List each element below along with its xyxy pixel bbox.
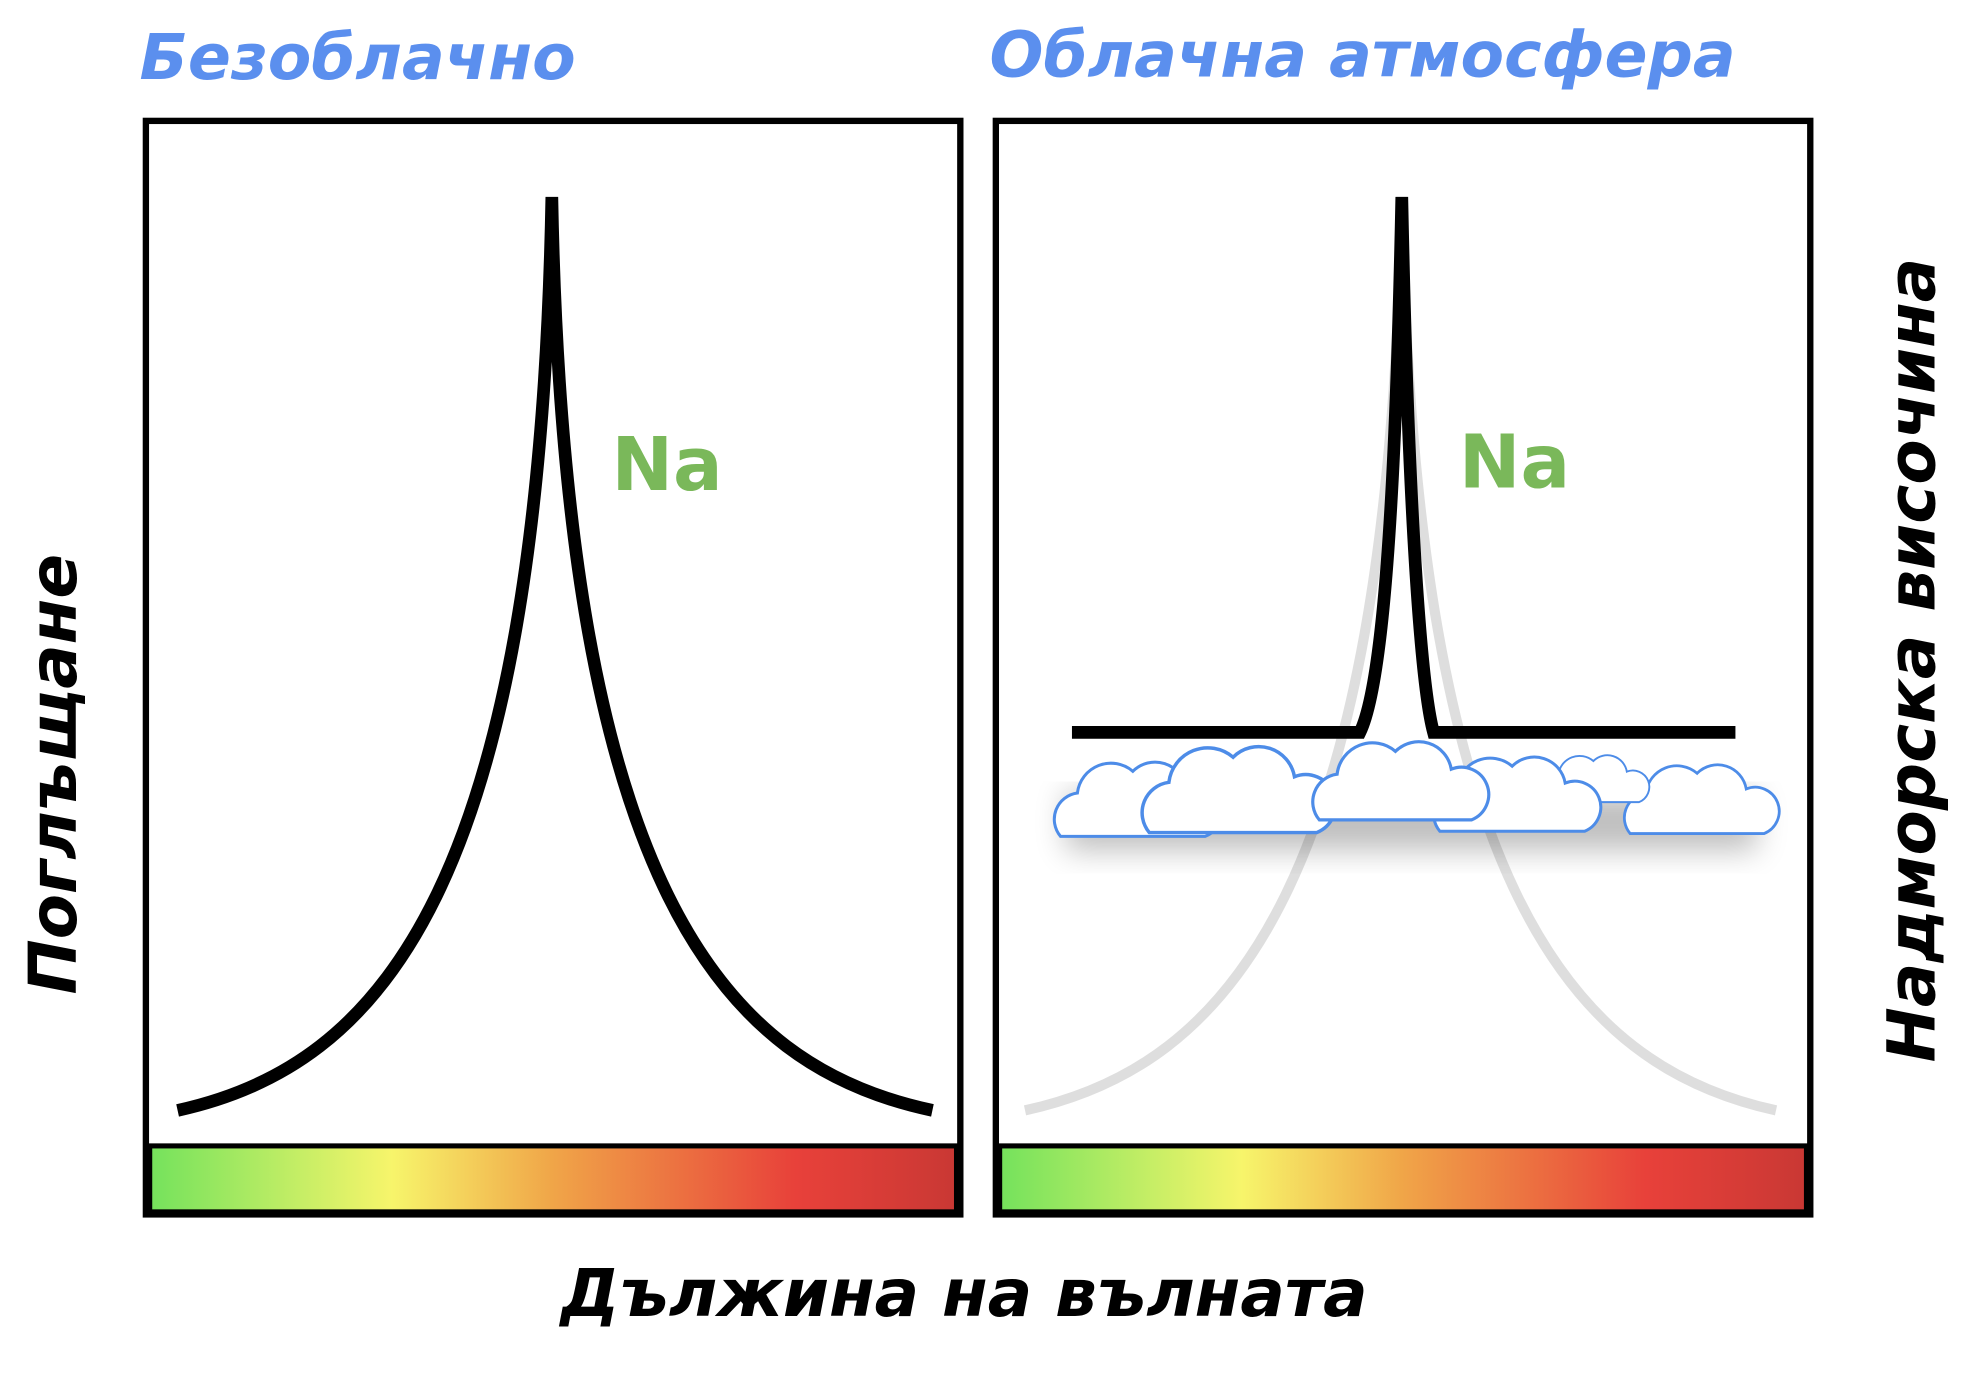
spectrum-bar [997, 1143, 1810, 1215]
element-label: Na [611, 423, 722, 508]
panel-title: Облачна атмосфера [990, 17, 1736, 91]
absorption-curve [176, 196, 934, 1117]
right-axis-label: Надморска височина [1874, 258, 1951, 1063]
element-label: Na [1459, 421, 1570, 506]
cloud-curve [1071, 196, 1736, 739]
spectrum-bar [147, 1143, 960, 1215]
x-axis-label: Дължина на вълната [559, 1255, 1368, 1332]
y-axis-label: Поглъщане [15, 554, 92, 995]
panel-title: Безоблачно [140, 20, 576, 94]
